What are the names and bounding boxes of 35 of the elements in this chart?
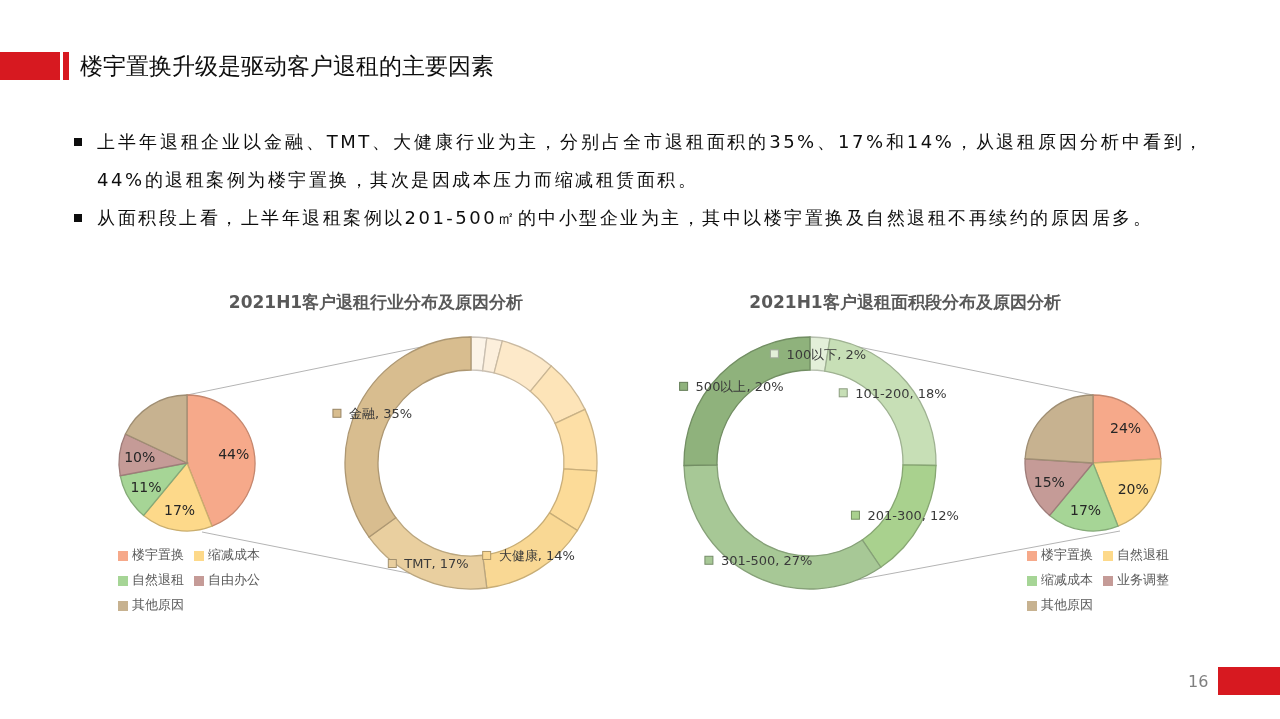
legend-label: 100以下, 2% xyxy=(786,346,867,362)
data-label: 17% xyxy=(1069,502,1102,519)
donut-slice xyxy=(368,517,488,590)
donut-slice xyxy=(344,336,472,538)
chart-title: 2021H1客户退租面积段分布及原因分析 xyxy=(748,291,1062,314)
legend-label: 自由办公 xyxy=(208,572,260,587)
data-label: 10% xyxy=(124,449,156,466)
legend-label: 自然退租 xyxy=(1117,547,1169,562)
legend-label: 其他原因 xyxy=(132,597,184,612)
legend-label: 101-200, 18% xyxy=(855,385,947,401)
donut-slice xyxy=(683,336,811,467)
data-label: 44% xyxy=(218,446,250,463)
legend-label: 缩减成本 xyxy=(208,547,260,562)
pie-slice xyxy=(124,394,188,464)
legend-label: TMT, 17% xyxy=(403,555,469,571)
text: 楼宇置换升级是驱动客户退租的主要因素 xyxy=(80,52,494,81)
pie-slice xyxy=(1024,394,1094,464)
data-label: 15% xyxy=(1033,473,1065,490)
pie-slice xyxy=(1092,394,1162,464)
text: 上半年退租企业以金融、TMT、大健康行业为主，分别占全市退租面积的35%、17%和14%，从退租原因分析中看到，44%的退租案例为楼宇置换，其次是因成本压力而缩减租赁面积。 xyxy=(97,130,1205,192)
legend-label: 自然退租 xyxy=(132,572,184,587)
legend-label: 楼宇置换 xyxy=(1041,547,1093,562)
donut-slice xyxy=(529,365,586,425)
legend-label: 业务调整 xyxy=(1117,572,1169,587)
data-label: 17% xyxy=(163,502,196,519)
legend-label: 楼宇置换 xyxy=(132,547,184,562)
text: 16 xyxy=(1188,671,1209,693)
legend-label: 缩减成本 xyxy=(1041,572,1093,587)
data-label: 11% xyxy=(130,479,162,496)
chart-title: 2021H1客户退租行业分布及原因分析 xyxy=(227,291,525,314)
text: 从面积段上看，上半年退租案例以201-500㎡的中小型企业为主，其中以楼宇置换及自然退租不再续约的原因居多。 xyxy=(97,206,1155,230)
data-label: 20% xyxy=(1117,480,1149,497)
legend-label: 其他原因 xyxy=(1041,597,1093,612)
donut-slice xyxy=(493,340,552,392)
data-label: 24% xyxy=(1110,420,1142,437)
